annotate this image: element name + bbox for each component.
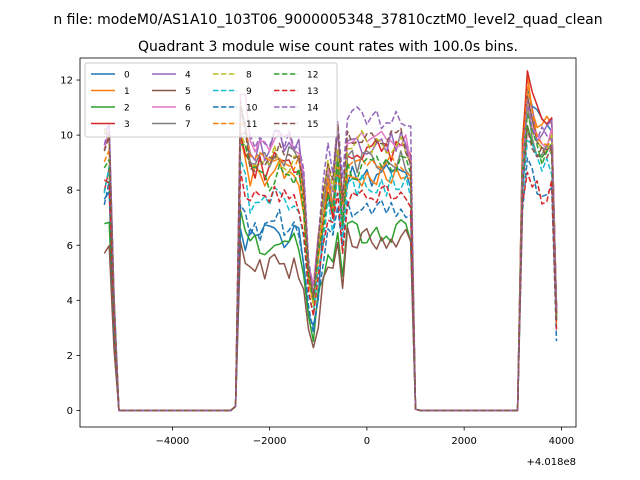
legend-label-15: 15 <box>307 120 318 130</box>
y-tick-label: 6 <box>67 241 73 252</box>
legend-label-7: 7 <box>185 120 191 130</box>
plot-lines <box>103 70 558 412</box>
chart-title-line1: n file: modeM0/AS1A10_103T06_9000005348_… <box>53 12 602 28</box>
x-tick-label: 4000 <box>549 436 574 447</box>
x-axis-offset-label: +4.018e8 <box>526 457 576 468</box>
series-line-12 <box>103 113 558 412</box>
legend-label-1: 1 <box>124 87 130 97</box>
legend-label-3: 3 <box>124 120 130 130</box>
x-tick-label: −2000 <box>253 436 287 447</box>
legend-label-12: 12 <box>307 71 318 81</box>
axes-frame <box>79 57 577 428</box>
legend-label-2: 2 <box>124 104 130 114</box>
legend-label-8: 8 <box>246 71 252 81</box>
y-tick-label: 8 <box>67 186 73 197</box>
series-line-10 <box>103 157 558 412</box>
x-tick-label: −4000 <box>155 436 189 447</box>
series-line-15 <box>103 100 558 412</box>
x-axis: −4000 −2000 0 2000 4000 <box>155 427 574 447</box>
y-tick-label: 12 <box>60 76 73 87</box>
legend-label-5: 5 <box>185 87 191 97</box>
y-tick-label: 4 <box>67 296 73 307</box>
legend-box <box>84 62 338 138</box>
legend-label-6: 6 <box>185 104 191 114</box>
x-tick-label: 2000 <box>451 436 476 447</box>
x-tick-label: 0 <box>364 436 370 447</box>
legend-label-9: 9 <box>246 87 252 97</box>
legend-label-4: 4 <box>185 71 191 81</box>
y-tick-label: 0 <box>67 406 73 417</box>
legend-label-10: 10 <box>246 104 258 114</box>
legend-label-14: 14 <box>307 104 319 114</box>
legend-label-0: 0 <box>124 71 130 81</box>
y-axis: 0 2 4 6 8 10 12 <box>60 76 80 417</box>
y-tick-label: 10 <box>60 131 73 142</box>
y-tick-label: 2 <box>67 351 73 362</box>
chart-title: Quadrant 3 module wise count rates with … <box>138 39 518 55</box>
legend-label-13: 13 <box>307 87 318 97</box>
legend-label-11: 11 <box>246 120 257 130</box>
